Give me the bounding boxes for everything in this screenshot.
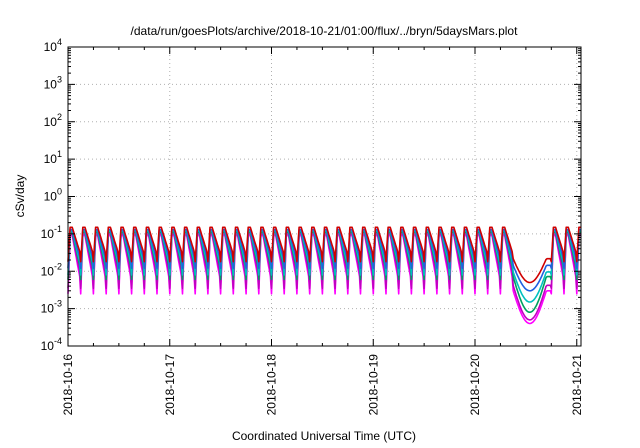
series-line <box>67 226 581 284</box>
y-tick-label: 104 <box>44 37 62 54</box>
y-tick-label: 103 <box>44 74 62 91</box>
y-tick-label: 102 <box>44 112 62 129</box>
y-tick-label: 101 <box>44 149 62 166</box>
x-tick-label: 2018-10-18 <box>265 354 279 416</box>
x-tick-label: 2018-10-21 <box>570 354 584 416</box>
y-axis-label: cSv/day <box>13 175 27 218</box>
series-lines <box>67 226 581 325</box>
y-tick-label: 100 <box>44 187 62 204</box>
y-tick-label: 10-4 <box>41 336 62 353</box>
x-axis: 2018-10-16 2018-10-17 2018-10-18 2018-10-19… <box>61 47 584 415</box>
grid-lines <box>68 47 581 346</box>
x-tick-label: 2018-10-16 <box>61 354 75 416</box>
x-tick-label: 2018-10-20 <box>468 354 482 416</box>
x-axis-label: Coordinated Universal Time (UTC) <box>232 429 416 443</box>
y-axis: 10-4 10-3 10-2 10-1 100 101 102 103 104 <box>41 37 581 353</box>
y-tick-label: 10-3 <box>41 299 62 316</box>
chart-title: /data/run/goesPlots/archive/2018-10-21/0… <box>131 24 519 38</box>
x-tick-label: 2018-10-19 <box>366 354 380 416</box>
y-tick-label: 10-2 <box>41 261 62 278</box>
x-tick-label: 2018-10-17 <box>163 354 177 416</box>
y-tick-label: 10-1 <box>41 224 62 241</box>
